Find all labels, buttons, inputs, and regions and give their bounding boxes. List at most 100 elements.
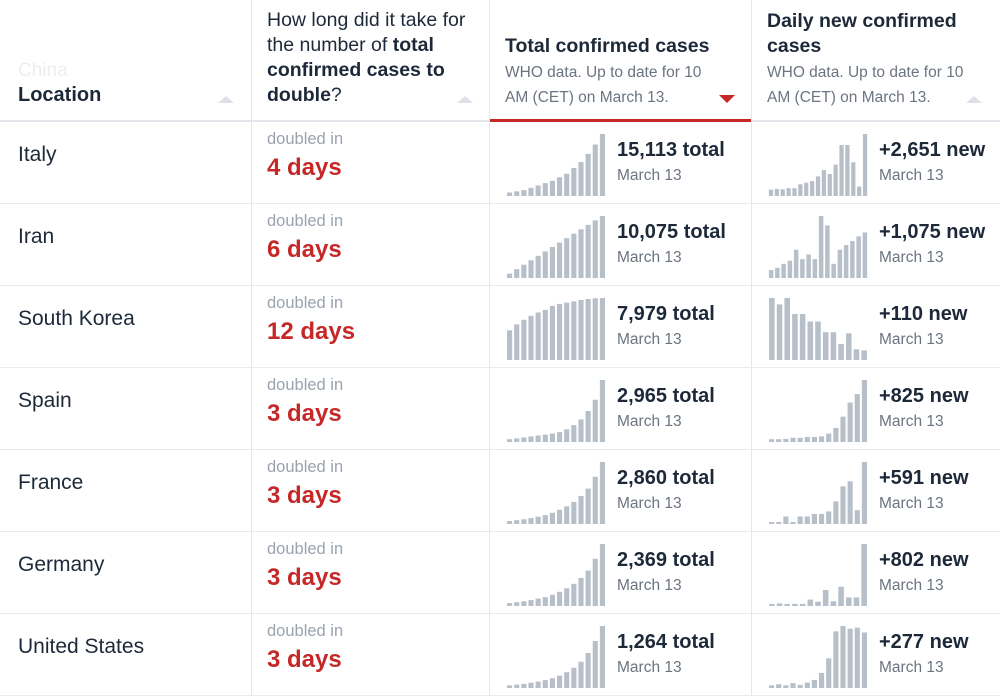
total-cases-column-header[interactable]: Total confirmed cases WHO data. Up to da…: [489, 0, 752, 122]
sparkline-bar: [542, 309, 548, 360]
sparkline-bar: [535, 681, 541, 688]
sparkline-bar: [521, 190, 527, 196]
sparkline-bar: [838, 586, 844, 606]
table-row[interactable]: Iran doubled in 6 days 10,075 total Marc…: [0, 204, 1000, 286]
doubled-value: 12 days: [267, 318, 356, 345]
sparkline-bar: [825, 225, 830, 278]
daily-new-cell: +825 new March 13: [752, 368, 1000, 449]
sparkline-bar: [787, 260, 793, 278]
country-name: Italy: [18, 143, 57, 166]
table-row[interactable]: South Korea doubled in 12 days 7,979 tot…: [0, 286, 1000, 368]
sort-desc-active-icon[interactable]: [719, 95, 735, 103]
doubling-header-question: How long did it take for the number of t…: [267, 9, 466, 106]
sparkline-bar: [564, 173, 570, 196]
total-cases-sparkline: [507, 134, 605, 196]
daily-new-sparkline: [769, 626, 867, 688]
sparkline-bar: [592, 144, 598, 196]
sparkline-bar: [847, 402, 853, 442]
country-name: Iran: [18, 225, 55, 248]
sparkline-bar: [821, 170, 826, 196]
doubling-cell: doubled in 3 days: [251, 532, 489, 613]
sparkline-bar: [799, 603, 806, 606]
sparkline-bar: [571, 301, 577, 360]
table-row[interactable]: France doubled in 3 days 2,860 total Mar…: [0, 450, 1000, 532]
sparkline-bar: [830, 332, 837, 360]
sparkline-bar: [585, 153, 591, 196]
sparkline-bar: [837, 249, 843, 278]
sparkline-bar: [549, 180, 555, 196]
sparkline-bar: [804, 516, 810, 524]
new-date: March 13: [879, 331, 944, 348]
sparkline-bar: [535, 255, 541, 278]
total-cases-cell: 7,979 total March 13: [489, 286, 752, 367]
sparkline-bar: [854, 627, 860, 688]
sparkline-bar: [549, 305, 555, 360]
total-date: March 13: [617, 331, 682, 348]
total-value: 1,264 total: [617, 631, 715, 653]
sparkline-bar: [557, 242, 563, 278]
sparkline-bar: [861, 632, 867, 688]
doubled-label: doubled in: [267, 540, 344, 558]
sparkline-bar: [783, 516, 789, 524]
sparkline-bar: [557, 591, 563, 606]
new-date: March 13: [879, 249, 944, 266]
total-cases-sparkline: [507, 462, 605, 524]
total-cases-sparkline: [507, 626, 605, 688]
table-row[interactable]: Germany doubled in 3 days 2,369 total Ma…: [0, 532, 1000, 614]
sparkline-bar: [861, 350, 867, 360]
sparkline-bar: [810, 181, 815, 196]
table-row[interactable]: Italy doubled in 4 days 15,113 total Mar…: [0, 122, 1000, 204]
sparkline-bar: [831, 263, 836, 278]
doubling-cell: doubled in 3 days: [251, 368, 489, 449]
new-value: +2,651 new: [879, 139, 986, 161]
doubled-label: doubled in: [267, 376, 344, 394]
daily-new-sparkline: [768, 216, 868, 278]
sparkline-bar: [521, 319, 527, 360]
sparkline-bar: [776, 603, 783, 606]
sparkline-bar: [769, 439, 775, 442]
sparkline-bar: [833, 501, 839, 524]
sort-asc-icon[interactable]: [966, 96, 982, 103]
sparkline-bar: [542, 597, 548, 606]
table-body: Italy doubled in 4 days 15,113 total Mar…: [0, 122, 1000, 696]
sparkline-bar: [571, 425, 577, 442]
sparkline-bar: [853, 597, 860, 606]
doubled-value: 3 days: [267, 400, 342, 427]
sparkline-bar: [557, 509, 563, 524]
sort-asc-icon[interactable]: [218, 96, 234, 103]
sparkline-bar: [585, 488, 591, 524]
new-value: +825 new: [879, 385, 969, 407]
sparkline-bar: [578, 162, 584, 196]
sparkline-bar: [846, 333, 852, 360]
daily-new-cell: +277 new March 13: [752, 614, 1000, 695]
sparkline-bar: [542, 680, 548, 688]
sparkline-bar: [585, 411, 591, 442]
sparkline-bar: [826, 433, 832, 442]
location-column-header[interactable]: China Location: [0, 0, 251, 120]
daily-new-column-header[interactable]: Daily new confirmed cases WHO data. Up t…: [752, 0, 1000, 120]
daily-header-subtitle: WHO data. Up to date for 10 AM (CET) on …: [767, 64, 964, 106]
sparkline-bar: [521, 437, 527, 442]
sparkline-bar: [847, 481, 853, 524]
total-cases-sparkline: [507, 298, 605, 360]
sparkline-bar: [799, 314, 806, 360]
table-row[interactable]: Spain doubled in 3 days 2,965 total Marc…: [0, 368, 1000, 450]
sparkline-bar: [557, 177, 563, 196]
sparkline-bar: [585, 298, 591, 360]
total-cases-cell: 15,113 total March 13: [489, 122, 752, 203]
sort-asc-icon[interactable]: [457, 96, 473, 103]
sparkline-bar: [535, 435, 541, 442]
doubling-column-header[interactable]: How long did it take for the number of t…: [251, 0, 489, 120]
sparkline-bar: [807, 321, 814, 360]
sparkline-bar: [542, 251, 548, 278]
new-value: +802 new: [879, 549, 969, 571]
sparkline-bar: [528, 315, 534, 360]
sparkline-bar: [769, 603, 775, 606]
country-name: South Korea: [18, 307, 135, 330]
sparkline-bar: [514, 324, 520, 360]
sparkline-bar: [861, 462, 867, 524]
sparkline-bar: [804, 436, 810, 442]
sparkline-bar: [826, 511, 832, 524]
sparkline-bar: [784, 603, 790, 606]
sparkline-bar: [862, 232, 868, 278]
